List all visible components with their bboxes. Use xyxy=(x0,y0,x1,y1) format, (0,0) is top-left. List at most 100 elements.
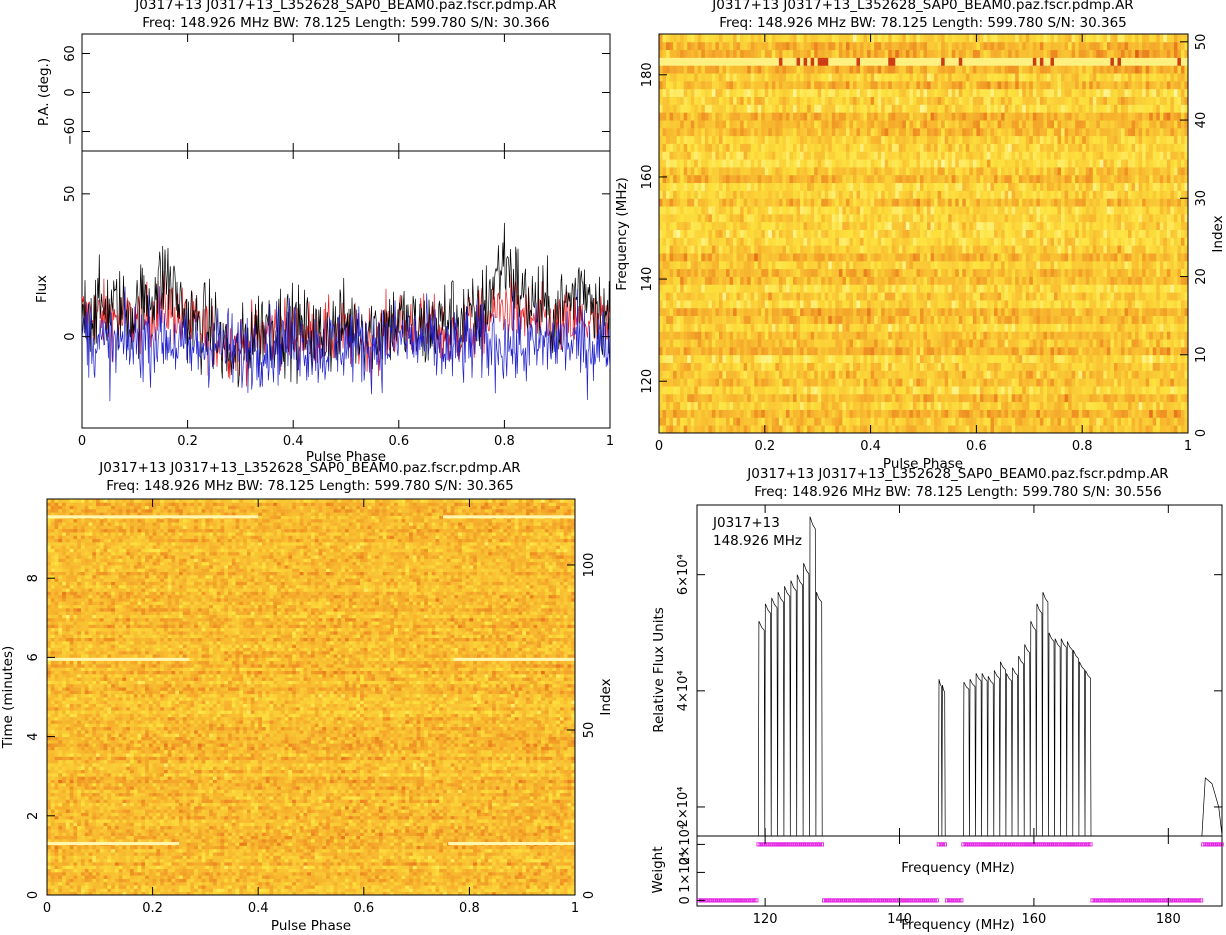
heatmap-cell xyxy=(740,206,745,215)
heatmap-cell xyxy=(1061,260,1065,270)
heatmap-cell xyxy=(718,253,723,262)
heatmap-cell xyxy=(1046,417,1051,426)
heatmap-cell xyxy=(1131,354,1136,363)
heatmap-cell xyxy=(835,237,840,246)
heatmap-cell xyxy=(814,284,819,293)
heatmap-cell xyxy=(666,331,670,340)
heatmap-cell xyxy=(718,339,723,348)
heatmap-cell xyxy=(701,393,706,403)
heatmap-cell xyxy=(1071,206,1076,215)
heatmap-cell xyxy=(828,393,833,403)
heatmap-cell xyxy=(1110,198,1115,207)
heatmap-cell xyxy=(800,229,804,238)
heatmap-cell xyxy=(994,323,998,332)
heatmap-cell xyxy=(902,237,907,246)
heatmap-cell xyxy=(1159,253,1164,262)
heatmap-cell xyxy=(1138,276,1143,285)
heatmap-cell xyxy=(877,362,882,371)
heatmap-cell xyxy=(1131,362,1136,371)
heatmap-cell xyxy=(659,276,663,285)
heatmap-cell xyxy=(1120,339,1125,348)
heatmap-cell xyxy=(733,237,737,246)
heatmap-cell xyxy=(951,346,956,356)
heatmap-cell xyxy=(722,182,727,191)
heatmap-cell xyxy=(821,315,826,324)
heatmap-cell xyxy=(1096,409,1101,418)
heatmap-cell xyxy=(962,284,967,293)
heatmap-cell xyxy=(726,292,730,301)
heatmap-cell xyxy=(775,276,780,285)
heatmap-cell xyxy=(789,229,794,238)
heatmap-cell xyxy=(807,323,812,332)
heatmap-cell xyxy=(990,370,995,379)
heatmap-cell xyxy=(701,182,706,191)
heatmap-cell xyxy=(1050,245,1055,254)
heatmap-cell xyxy=(680,370,685,379)
heatmap-cell xyxy=(1096,370,1101,379)
heatmap-cell xyxy=(842,229,847,238)
heatmap-cell xyxy=(983,260,988,270)
heatmap-cell xyxy=(1166,284,1171,293)
heatmap-cell xyxy=(852,213,857,223)
heatmap-cell xyxy=(824,276,829,285)
heatmap-cell xyxy=(740,339,745,348)
heatmap-cell xyxy=(965,331,970,340)
heatmap-cell xyxy=(1057,331,1062,340)
heatmap-cell xyxy=(965,378,970,387)
heatmap-cell xyxy=(969,417,974,426)
heatmap-cell xyxy=(1022,245,1027,254)
heatmap-cell xyxy=(821,229,826,238)
heatmap-cell xyxy=(891,307,896,317)
heatmap-cell xyxy=(877,417,882,426)
heatmap-cell xyxy=(877,315,882,324)
heatmap-cell xyxy=(1053,323,1058,332)
heatmap-cell xyxy=(814,300,819,309)
heatmap-cell xyxy=(666,206,670,215)
heatmap-cell xyxy=(1145,245,1150,254)
heatmap-cell xyxy=(782,182,787,191)
heatmap-cell xyxy=(990,221,995,230)
heatmap-cell xyxy=(1128,182,1132,191)
heatmap-cell xyxy=(750,370,755,379)
heatmap-cell xyxy=(1046,386,1051,395)
heatmap-cell xyxy=(669,221,674,230)
heatmap-cell xyxy=(697,245,702,254)
heatmap-cell xyxy=(912,354,917,363)
heatmap-cell xyxy=(852,284,857,293)
heatmap-cell xyxy=(1166,362,1171,371)
heatmap-cell xyxy=(1043,409,1048,418)
heatmap-cell xyxy=(673,378,678,387)
heatmap-cell xyxy=(930,370,935,379)
heatmap-cell xyxy=(821,370,826,379)
heatmap-cell xyxy=(972,409,977,418)
heatmap-cell xyxy=(736,268,741,277)
heatmap-cell xyxy=(1075,190,1080,199)
heatmap-cell xyxy=(662,393,667,403)
heatmap-cell xyxy=(1001,417,1006,426)
heatmap-cell xyxy=(796,378,801,387)
heatmap-cell xyxy=(659,307,663,317)
heatmap-cell xyxy=(958,198,963,207)
heatmap-cell xyxy=(1106,237,1111,246)
heatmap-cell xyxy=(842,307,847,317)
heatmap-cell xyxy=(701,425,706,434)
heatmap-cell xyxy=(722,213,727,223)
heatmap-cell xyxy=(860,315,864,324)
heatmap-cell xyxy=(1022,190,1027,199)
heatmap-cell xyxy=(1004,323,1009,332)
heatmap-cell xyxy=(1043,339,1048,348)
heatmap-cell xyxy=(1128,393,1132,403)
heatmap-cell xyxy=(835,409,840,418)
heatmap-cell xyxy=(1050,253,1055,262)
heatmap-cell xyxy=(718,198,723,207)
heatmap-cell xyxy=(979,174,984,184)
heatmap-cell xyxy=(711,339,716,348)
heatmap-cell xyxy=(842,284,847,293)
heatmap-cell xyxy=(687,393,692,403)
heatmap-cell xyxy=(1018,245,1023,254)
heatmap-cell xyxy=(726,245,730,254)
heatmap-cell xyxy=(1113,213,1118,223)
heatmap-cell xyxy=(874,213,879,223)
heatmap-cell xyxy=(955,174,960,184)
heatmap-cell xyxy=(726,401,730,410)
